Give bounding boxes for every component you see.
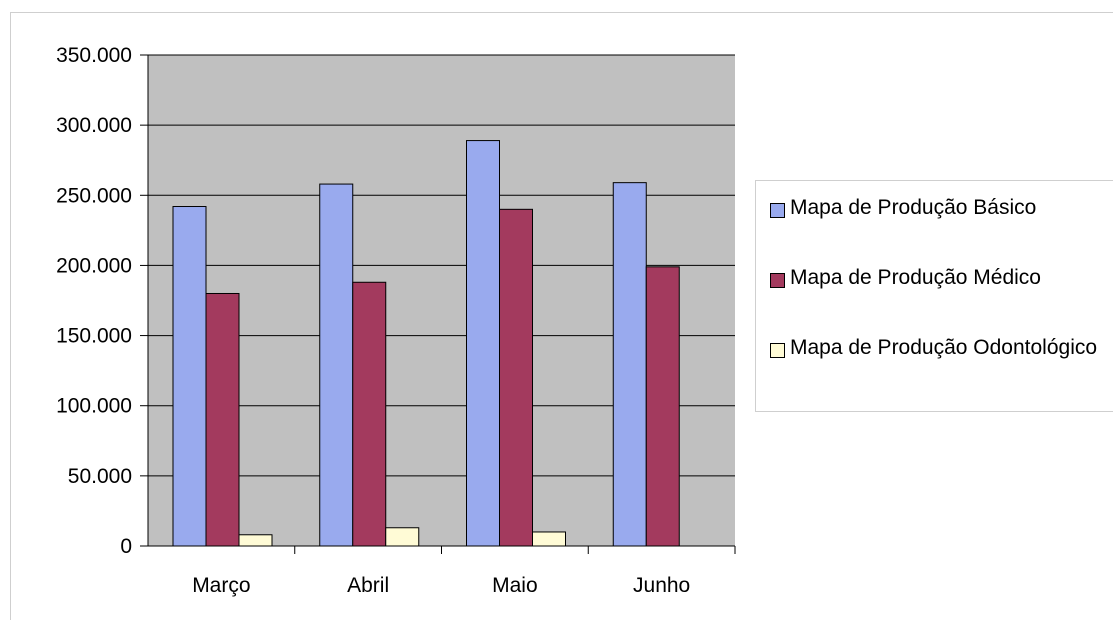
bar-medico-3 bbox=[645, 266, 680, 547]
x-tick-label: Março bbox=[192, 574, 250, 597]
bar-basico-0 bbox=[172, 206, 207, 547]
bar-odontologico-0 bbox=[238, 534, 273, 547]
y-tick-label: 0 bbox=[120, 535, 132, 558]
legend-swatch-odontologico bbox=[770, 343, 785, 358]
bar-medico-2 bbox=[499, 208, 533, 547]
legend-item-medico: Mapa de Produção Médico bbox=[770, 265, 1110, 291]
x-axis: Março Abril Maio Junho bbox=[148, 545, 736, 597]
legend-label-basico: Mapa de Produção Básico bbox=[790, 196, 1037, 219]
y-tick-label: 300.000 bbox=[56, 114, 132, 137]
legend-swatch-basico bbox=[770, 203, 785, 218]
y-tick-label: 150.000 bbox=[56, 325, 132, 348]
chart-frame bbox=[10, 12, 1113, 620]
x-tick-label: Maio bbox=[492, 574, 538, 597]
y-tick-label: 100.000 bbox=[56, 395, 132, 418]
legend-item-basico: Mapa de Produção Básico bbox=[770, 195, 1110, 221]
bar-basico-3 bbox=[612, 182, 647, 547]
legend-label-odontologico: Mapa de Produção Odontológico bbox=[790, 336, 1098, 359]
x-tick-label: Junho bbox=[633, 574, 690, 597]
bar-odontologico-2 bbox=[532, 531, 566, 547]
y-tick-label: 350.000 bbox=[56, 44, 132, 67]
bar-medico-0 bbox=[205, 292, 240, 547]
bar-basico-1 bbox=[319, 183, 354, 547]
x-tick-label: Abril bbox=[347, 574, 389, 597]
legend-item-odontologico: Mapa de Produção Odontológico bbox=[770, 335, 1110, 361]
y-tick-label: 250.000 bbox=[56, 184, 132, 207]
y-tick-label: 50.000 bbox=[68, 465, 132, 488]
bar-odontologico-1 bbox=[385, 527, 420, 547]
legend: Mapa de Produção Básico Mapa de Produção… bbox=[755, 180, 1113, 412]
bars bbox=[172, 140, 680, 547]
y-axis: 0 50.000 100.000 150.000 200.000 250.000 300.0… bbox=[56, 44, 149, 558]
bar-medico-1 bbox=[352, 281, 387, 547]
legend-swatch-medico bbox=[770, 273, 785, 288]
legend-label-medico: Mapa de Produção Médico bbox=[790, 266, 1041, 289]
bar-basico-2 bbox=[466, 140, 500, 547]
y-tick-label: 200.000 bbox=[56, 254, 132, 277]
